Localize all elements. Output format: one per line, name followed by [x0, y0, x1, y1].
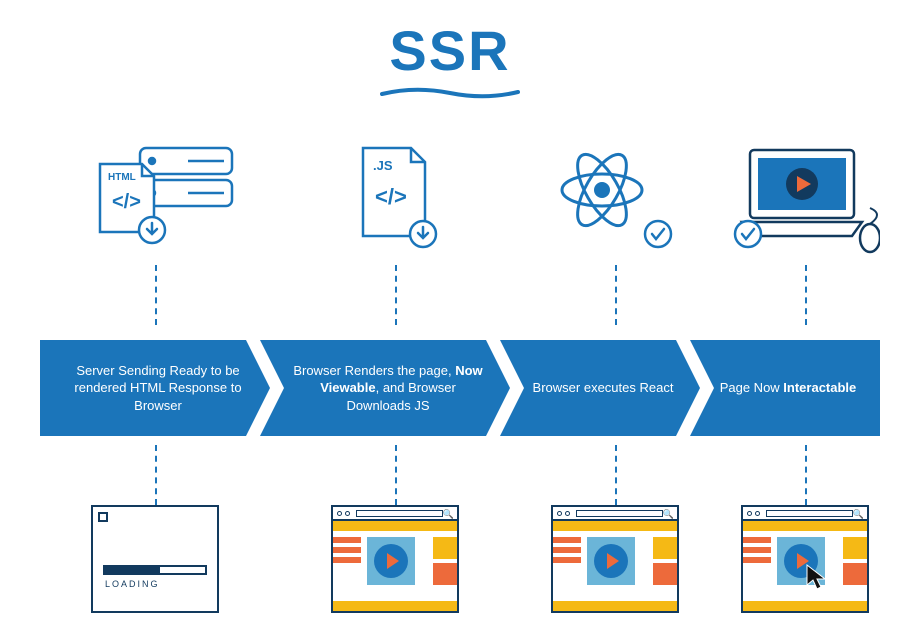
code-glyph: </>: [375, 184, 407, 209]
laptop-video-icon: [730, 130, 880, 260]
step-4: Page Now Interactable: [690, 340, 880, 436]
connector-dash: [155, 265, 157, 325]
step-3: Browser executes React: [500, 340, 700, 436]
connector-dash: [395, 265, 397, 325]
browser-mockup-icon: 🔍: [741, 505, 869, 613]
step-text: Server Sending Ready to be rendered HTML…: [74, 363, 241, 413]
title-underline: [380, 86, 520, 100]
loading-box-icon: LOADING: [91, 505, 219, 613]
top-icon-laptop: [730, 120, 880, 260]
cursor-icon: [805, 563, 829, 591]
react-atom-icon: [540, 130, 690, 260]
top-icon-js-file: .JS </>: [290, 120, 500, 260]
js-file-icon: .JS </>: [335, 130, 455, 260]
step-2: Browser Renders the page, Now Viewable, …: [260, 340, 510, 436]
step-text: Browser executes React: [533, 380, 674, 395]
connector-dash: [155, 445, 157, 505]
connector-dash: [615, 265, 617, 325]
loading-label: LOADING: [105, 579, 160, 589]
step-text: Browser Renders the page,: [293, 363, 455, 378]
bottom-page: 🔍: [290, 505, 500, 613]
bottom-loading: LOADING: [50, 505, 260, 613]
connector-dash: [805, 265, 807, 325]
top-icon-server-html: HTML </>: [50, 120, 260, 260]
top-icon-react: [530, 120, 700, 260]
step-bold: Interactable: [783, 380, 856, 395]
connector-dash: [395, 445, 397, 505]
step-1: Server Sending Ready to be rendered HTML…: [40, 340, 270, 436]
bottom-page-cursor: 🔍: [730, 505, 880, 613]
connector-dash: [615, 445, 617, 505]
page-title: SSR: [389, 18, 510, 83]
server-html-icon: HTML </>: [70, 130, 240, 260]
step-text: Page Now: [720, 380, 784, 395]
browser-mockup-icon: 🔍: [551, 505, 679, 613]
connector-dash: [805, 445, 807, 505]
file-label: HTML: [108, 172, 136, 183]
bottom-page: 🔍: [530, 505, 700, 613]
browser-mockup-icon: 🔍: [331, 505, 459, 613]
code-glyph: </>: [112, 191, 141, 213]
file-label: .JS: [373, 158, 393, 173]
